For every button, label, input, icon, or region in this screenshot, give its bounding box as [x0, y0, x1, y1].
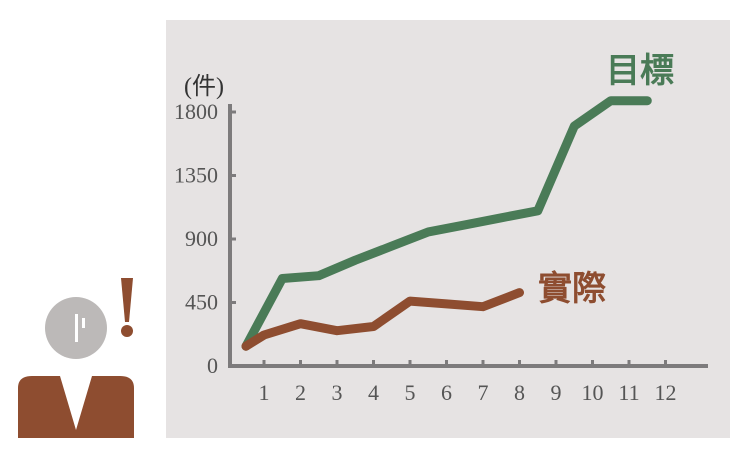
series-line-1 — [241, 288, 524, 351]
x-tick-label: 7 — [478, 380, 489, 405]
person-eye — [82, 318, 85, 328]
x-tick-label: 6 — [441, 380, 452, 405]
x-tick-label: 2 — [295, 380, 306, 405]
x-tick-label: 10 — [582, 380, 604, 405]
x-tick-label: 3 — [332, 380, 343, 405]
exclamation-icon — [121, 278, 133, 337]
x-tick-label: 9 — [551, 380, 562, 405]
y-tick-label: 1350 — [174, 163, 218, 188]
series-line-0 — [241, 96, 652, 351]
x-tick-label: 12 — [655, 380, 677, 405]
x-tick-label: 8 — [514, 380, 525, 405]
y-tick-label: 450 — [185, 290, 218, 315]
y-tick-label: 900 — [185, 226, 218, 251]
series-label-0: 目標 — [606, 51, 674, 91]
y-tick-label: 1800 — [174, 99, 218, 124]
person-body — [18, 376, 134, 438]
x-tick-label: 1 — [259, 380, 270, 405]
y-tick-label: 0 — [207, 353, 218, 378]
person-icon — [18, 278, 134, 438]
series-label-1: 實際 — [538, 269, 606, 309]
chart-panel: 0 450 900 1350 1800 1 2 3 4 5 6 7 8 9 10 11 12 (件) 目標 實際 — [166, 20, 730, 438]
y-unit-label: (件) — [184, 73, 224, 100]
person-eye — [75, 314, 78, 342]
x-tick-label: 5 — [405, 380, 416, 405]
x-tick-label: 4 — [368, 380, 379, 405]
x-tick-label: 11 — [618, 380, 639, 405]
